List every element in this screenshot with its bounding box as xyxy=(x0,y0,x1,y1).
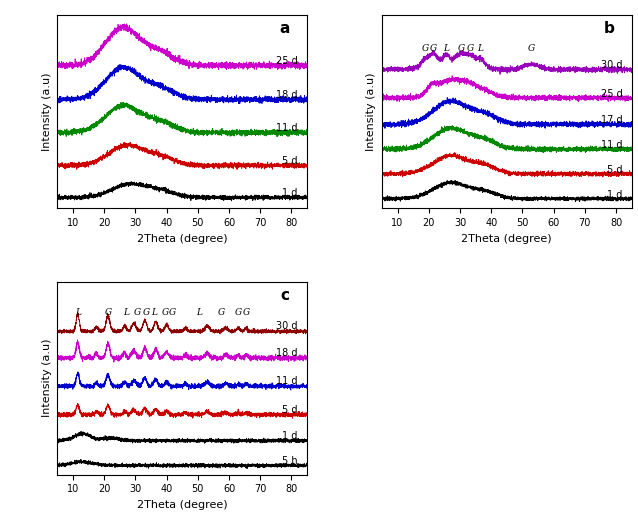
Text: c: c xyxy=(281,287,290,302)
Y-axis label: Intensity (a.u): Intensity (a.u) xyxy=(42,73,52,151)
Text: L: L xyxy=(477,44,483,53)
Text: G: G xyxy=(430,44,437,53)
Text: 25 d: 25 d xyxy=(600,89,622,99)
Text: G: G xyxy=(133,308,140,317)
Text: G: G xyxy=(105,308,112,317)
Text: G: G xyxy=(458,44,465,53)
X-axis label: 2Theta (degree): 2Theta (degree) xyxy=(137,500,228,510)
Text: 18 d: 18 d xyxy=(276,90,298,100)
X-axis label: 2Theta (degree): 2Theta (degree) xyxy=(137,234,228,244)
Text: 5 d: 5 d xyxy=(607,165,622,175)
Text: L: L xyxy=(123,308,129,317)
Text: 11 d: 11 d xyxy=(276,123,298,133)
Text: G: G xyxy=(169,308,177,317)
Text: 1 d: 1 d xyxy=(607,189,622,200)
Text: 5 d: 5 d xyxy=(282,156,298,166)
Text: G: G xyxy=(528,44,535,53)
Text: 11 d: 11 d xyxy=(276,376,298,386)
X-axis label: 2Theta (degree): 2Theta (degree) xyxy=(461,234,552,244)
Text: G: G xyxy=(143,308,150,317)
Text: L: L xyxy=(151,308,157,317)
Text: L: L xyxy=(197,308,202,317)
Text: 5 d: 5 d xyxy=(282,405,298,414)
Text: L: L xyxy=(443,44,449,53)
Text: G: G xyxy=(422,44,429,53)
Text: a: a xyxy=(279,21,290,36)
Text: 17 d: 17 d xyxy=(600,115,622,125)
Text: b: b xyxy=(604,21,614,36)
Text: 5 h: 5 h xyxy=(282,456,298,466)
Text: G: G xyxy=(235,308,242,317)
Text: G: G xyxy=(161,308,168,317)
Text: 18 d: 18 d xyxy=(276,348,298,358)
Text: 25 d: 25 d xyxy=(276,56,298,66)
Text: 30 d: 30 d xyxy=(276,321,298,331)
Text: G: G xyxy=(242,308,250,317)
Text: 30 d: 30 d xyxy=(601,60,622,70)
Text: 1 d: 1 d xyxy=(283,188,298,198)
Text: G: G xyxy=(218,308,225,317)
Text: 11 d: 11 d xyxy=(601,140,622,150)
Text: L: L xyxy=(75,308,80,317)
Text: G: G xyxy=(467,44,475,53)
Text: 1 d: 1 d xyxy=(283,431,298,441)
Y-axis label: Intensity (a.u): Intensity (a.u) xyxy=(42,339,52,417)
Y-axis label: Intensity (a.u): Intensity (a.u) xyxy=(366,73,376,151)
